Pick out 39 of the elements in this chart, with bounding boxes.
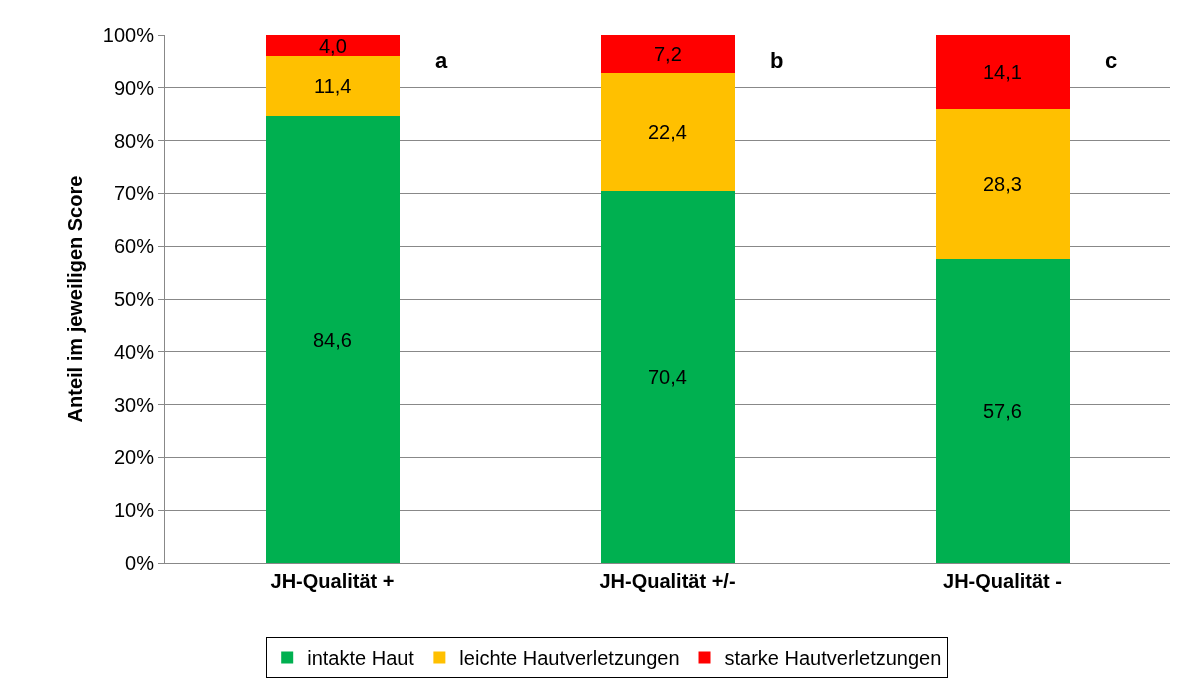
y-tick-label: 20% — [113, 446, 155, 469]
annotation: a — [435, 48, 448, 73]
x-tick-label: JH-Qualität + — [270, 570, 395, 592]
y-tick-label: 90% — [113, 76, 155, 99]
bar — [265, 56, 400, 117]
bar — [600, 73, 735, 192]
y-tick-label: 40% — [113, 340, 155, 363]
y-tick-label: 100% — [102, 24, 155, 46]
bar — [265, 116, 400, 563]
bar — [935, 109, 1070, 259]
bar — [935, 258, 1070, 563]
data-label: 4,0 — [319, 35, 347, 57]
data-label: 7,2 — [654, 43, 682, 65]
legend-label: starke Hautverletzungen — [724, 647, 942, 670]
data-label: 22,4 — [648, 121, 687, 143]
bar — [265, 35, 400, 57]
data-label: 70,4 — [648, 366, 687, 388]
y-tick-label: 10% — [113, 499, 155, 522]
bar — [600, 35, 735, 74]
y-tick-label: 70% — [113, 182, 155, 205]
data-label: 84,6 — [313, 329, 352, 351]
legend-label: leichte Hautverletzungen — [459, 647, 680, 670]
data-label: 11,4 — [314, 75, 352, 97]
data-label: 57,6 — [983, 400, 1022, 422]
legend-label: intakte Haut — [307, 647, 415, 670]
y-tick-label: 80% — [113, 129, 155, 152]
annotation: b — [770, 48, 784, 73]
y-tick-label: 30% — [113, 393, 155, 416]
bar — [935, 35, 1070, 110]
y-tick-label: 60% — [113, 235, 155, 258]
data-label: 14,1 — [983, 61, 1022, 83]
x-tick-label: JH-Qualität +/- — [599, 570, 736, 592]
x-tick-label: JH-Qualität - — [943, 570, 1062, 592]
y-tick-label: 0% — [125, 552, 155, 574]
data-label: 28,3 — [983, 173, 1022, 195]
bar — [600, 191, 735, 563]
annotation: c — [1105, 48, 1118, 73]
y-axis-title: Anteil im jeweiligen Score — [64, 175, 87, 423]
y-tick-label: 50% — [113, 288, 155, 310]
